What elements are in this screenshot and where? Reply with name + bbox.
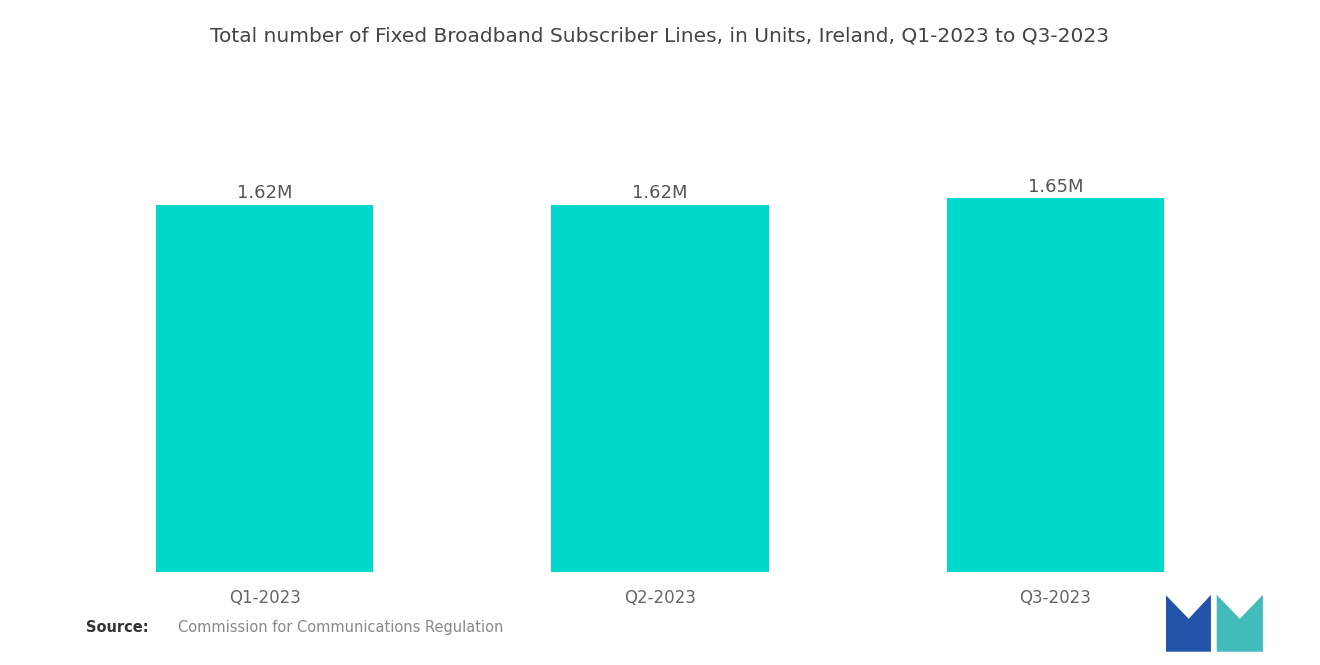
Text: 1.65M: 1.65M xyxy=(1027,178,1082,196)
Text: Commission for Communications Regulation: Commission for Communications Regulation xyxy=(178,620,503,635)
Text: Total number of Fixed Broadband Subscriber Lines, in Units, Ireland, Q1-2023 to : Total number of Fixed Broadband Subscrib… xyxy=(210,27,1110,46)
Polygon shape xyxy=(1166,595,1210,652)
Text: Source:: Source: xyxy=(86,620,148,635)
Bar xyxy=(946,198,1164,572)
Polygon shape xyxy=(1217,595,1263,652)
Text: 1.62M: 1.62M xyxy=(632,184,688,202)
Text: 1.62M: 1.62M xyxy=(238,184,293,202)
Bar xyxy=(552,205,768,572)
Bar xyxy=(156,205,374,572)
